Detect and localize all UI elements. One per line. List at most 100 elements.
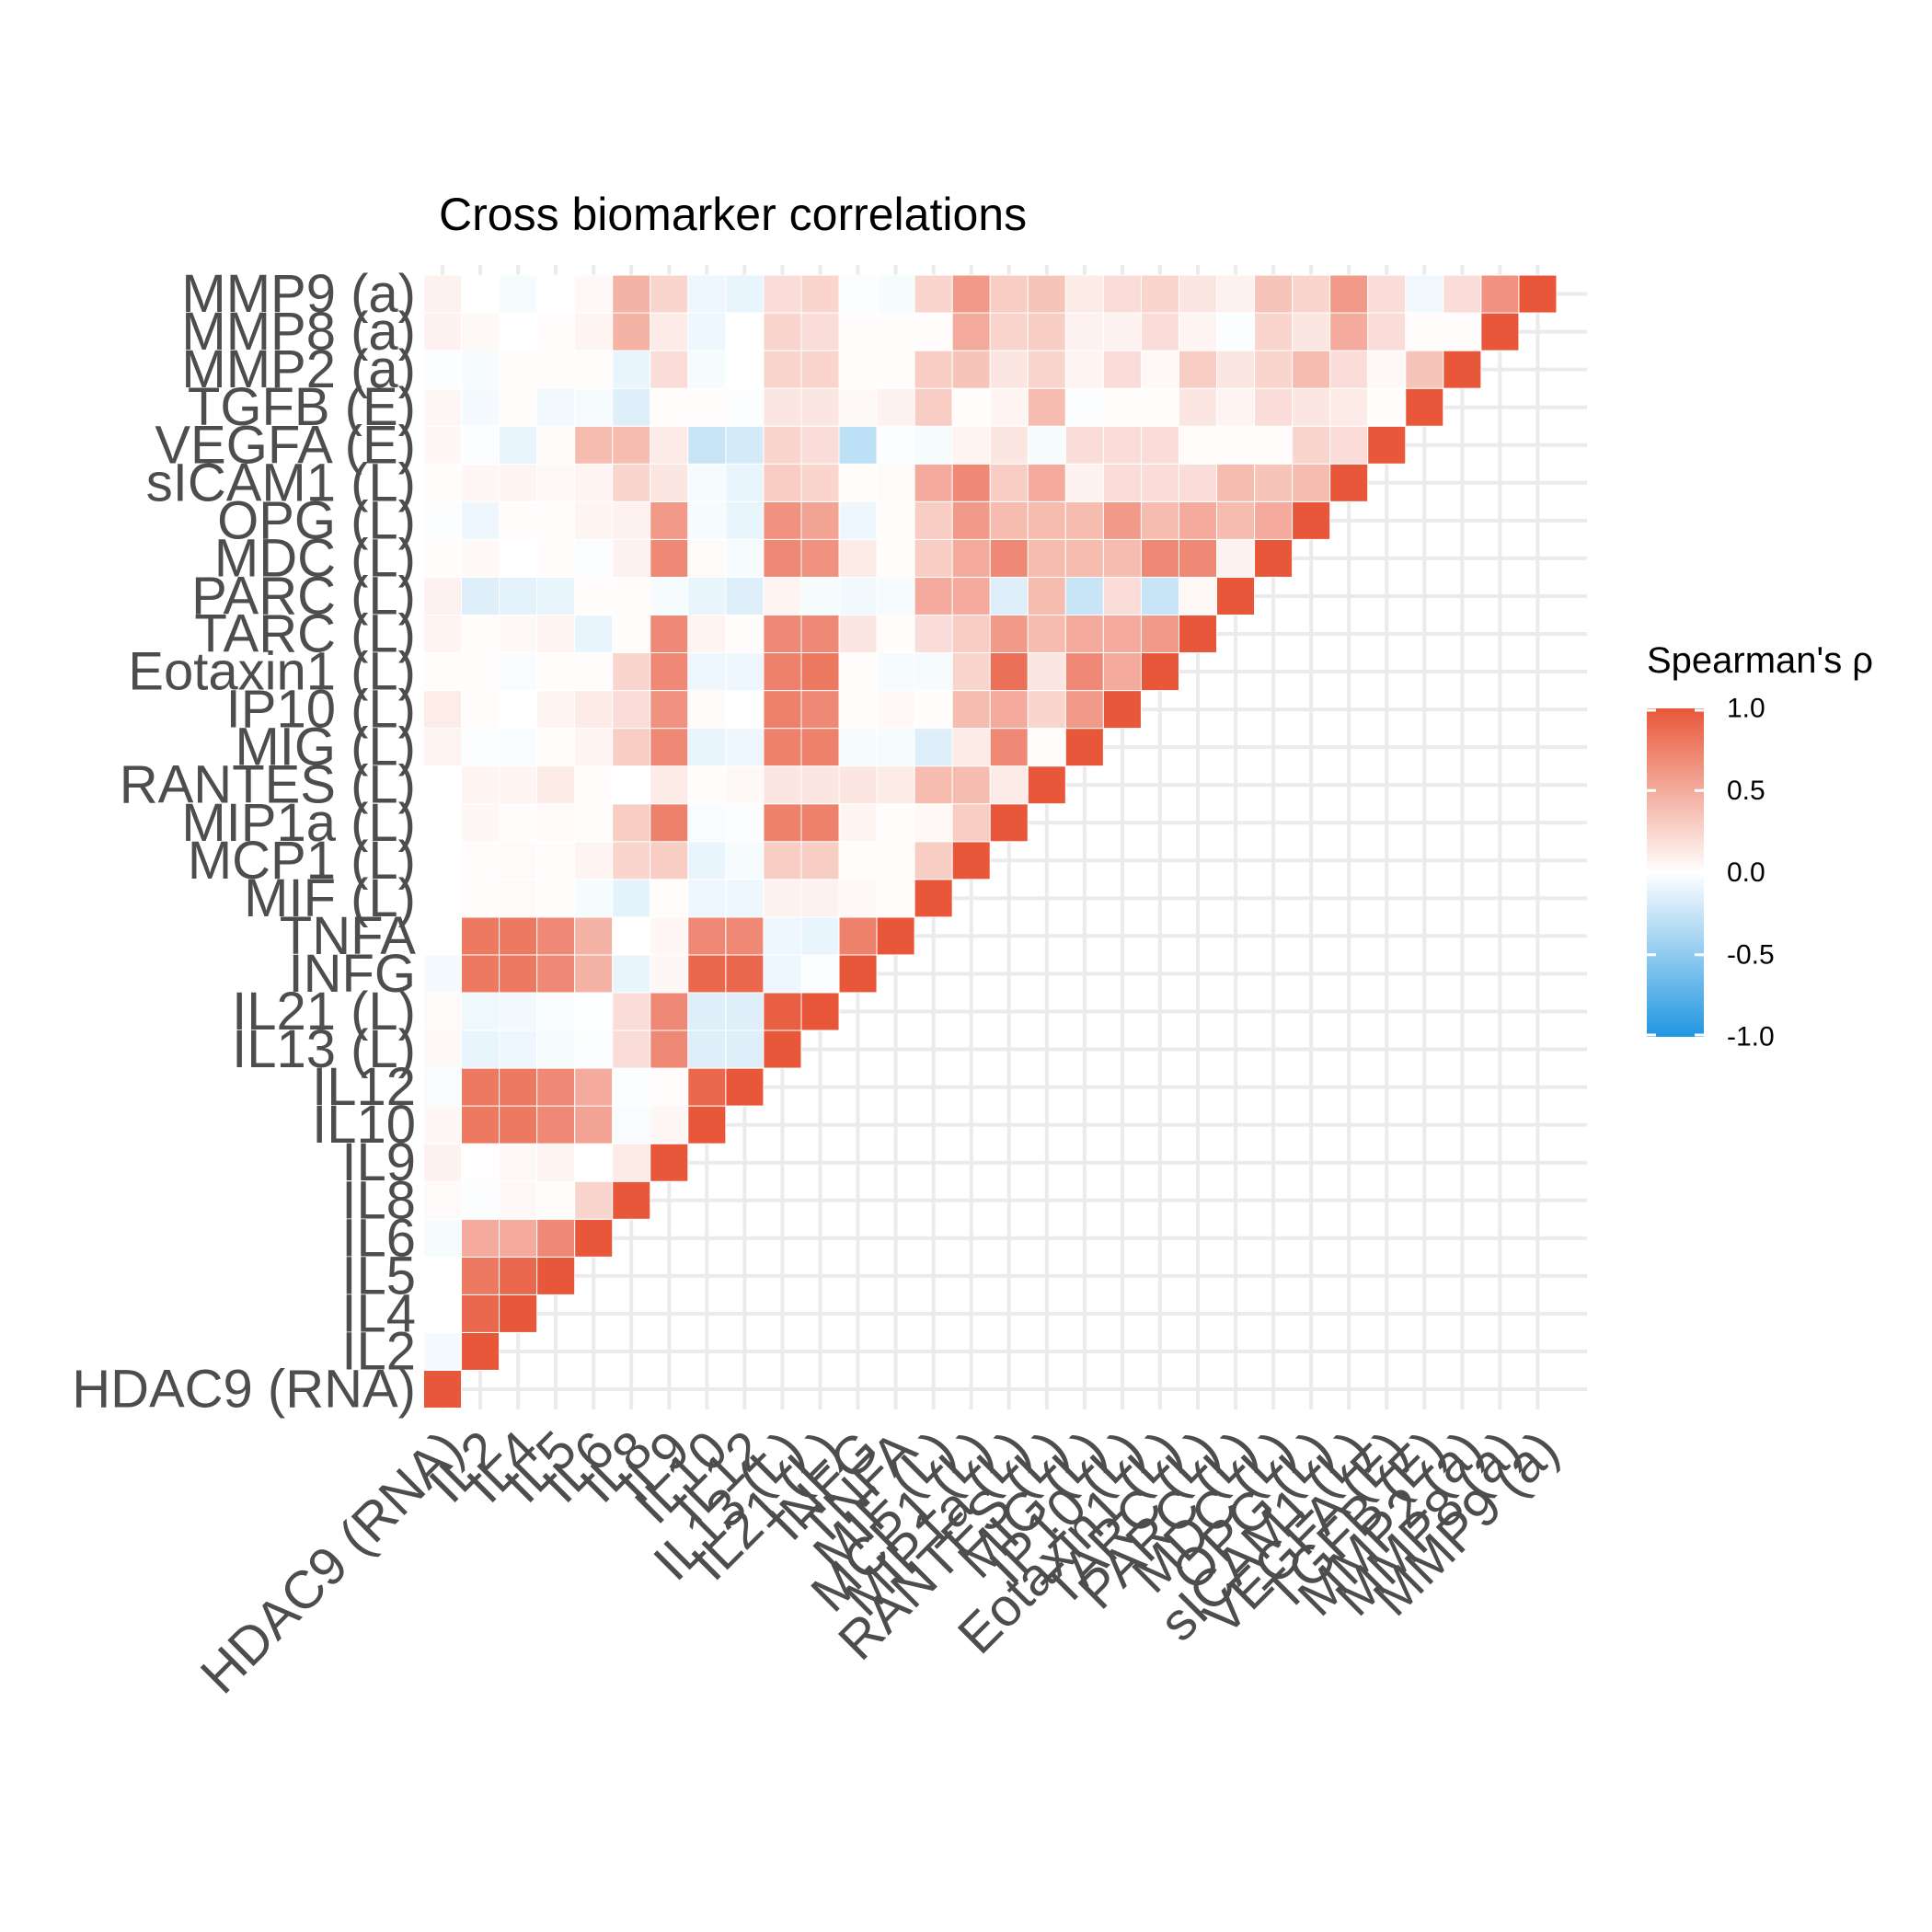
heatmap-cell [1443, 350, 1482, 389]
heatmap-cell [461, 425, 500, 465]
heatmap-cell [422, 841, 463, 880]
heatmap-cell [763, 538, 802, 578]
heatmap-cell [574, 1105, 614, 1144]
y-tick-label: Eotaxin1 (L) [128, 642, 416, 702]
y-tick-label: IL2 [341, 1321, 416, 1381]
y-tick-label: MMP2 (a) [181, 339, 416, 399]
heatmap-cell [951, 274, 991, 314]
heatmap-cell [499, 954, 538, 994]
heatmap-cell [1292, 387, 1331, 427]
heatmap-cell [1027, 614, 1066, 654]
heatmap-cell [725, 463, 765, 502]
heatmap-cell [536, 425, 576, 465]
heatmap-cell [499, 1256, 538, 1295]
heatmap-cell [1140, 538, 1179, 578]
heatmap-cell [499, 765, 538, 805]
heatmap-cell [499, 614, 538, 654]
heatmap-cell [1367, 312, 1407, 351]
heatmap-cell [838, 576, 878, 615]
heatmap-cell [725, 350, 765, 389]
heatmap-cell [951, 463, 991, 502]
heatmap-cell [574, 765, 614, 805]
heatmap-cell [536, 538, 576, 578]
heatmap-cell [763, 463, 802, 502]
heatmap-cell [612, 274, 651, 314]
heatmap-cell [422, 1331, 463, 1371]
heatmap-cell [687, 803, 727, 843]
heatmap-cell [1480, 274, 1520, 314]
heatmap-cell [876, 538, 915, 578]
heatmap-cell [1178, 387, 1218, 427]
heatmap-cell [763, 879, 802, 918]
heatmap-cell [800, 954, 840, 994]
heatmap-cell [725, 992, 765, 1031]
heatmap-cell [989, 538, 1029, 578]
heatmap-cell [612, 614, 651, 654]
heatmap-cell [1216, 500, 1256, 540]
heatmap-cell [499, 463, 538, 502]
heatmap-cell [989, 765, 1029, 805]
heatmap-cell [1102, 350, 1142, 389]
heatmap-cell [763, 954, 802, 994]
heatmap-cell [650, 879, 689, 918]
legend-tick-label: 0.5 [1727, 776, 1765, 806]
heatmap-cell [763, 614, 802, 654]
heatmap-cell [838, 690, 878, 730]
heatmap-cell [612, 1105, 651, 1144]
heatmap-cell [876, 500, 915, 540]
heatmap-cell [989, 350, 1029, 389]
heatmap-cell [1216, 274, 1256, 314]
heatmap-cell [687, 765, 727, 805]
heatmap-cell [838, 500, 878, 540]
heatmap-cell [725, 690, 765, 730]
heatmap-cells [422, 274, 1558, 1409]
heatmap-cell [838, 425, 878, 465]
heatmap-cell [1027, 387, 1066, 427]
heatmap-cell [1292, 500, 1331, 540]
heatmap-cell [574, 728, 614, 767]
heatmap-cell [725, 312, 765, 351]
heatmap-cell [536, 1256, 576, 1295]
heatmap-cell [612, 576, 651, 615]
heatmap-cell [687, 614, 727, 654]
heatmap-cell [461, 992, 500, 1031]
y-tick-label: IL9 [341, 1133, 416, 1192]
heatmap-cell [687, 728, 727, 767]
heatmap-cell [574, 614, 614, 654]
heatmap-cell [574, 841, 614, 880]
legend-colorbar [1647, 708, 1704, 1037]
heatmap-cell [914, 425, 953, 465]
heatmap-cell [914, 765, 953, 805]
heatmap-cell [536, 992, 576, 1031]
heatmap-cell [763, 274, 802, 314]
heatmap-cell [1027, 312, 1066, 351]
heatmap-cell [461, 1029, 500, 1069]
heatmap-cell [1292, 350, 1331, 389]
heatmap-cell [838, 463, 878, 502]
heatmap-cell [612, 1180, 651, 1220]
heatmap-cell [800, 803, 840, 843]
heatmap-cell [574, 387, 614, 427]
heatmap-cell [1140, 312, 1179, 351]
x-axis-tick-labels: HDAC9 (RNA)IL2IL4IL5IL6IL8IL9IL10IL12IL1… [190, 1420, 1570, 1706]
heatmap-cell [838, 728, 878, 767]
heatmap-cell [461, 1143, 500, 1182]
heatmap-cell [574, 879, 614, 918]
heatmap-cell [687, 879, 727, 918]
heatmap-cell [461, 312, 500, 351]
heatmap-cell [763, 652, 802, 692]
heatmap-cell [800, 879, 840, 918]
heatmap-cell [763, 841, 802, 880]
heatmap-cell [536, 841, 576, 880]
heatmap-cell [800, 614, 840, 654]
heatmap-cell [422, 803, 463, 843]
heatmap-cell [838, 652, 878, 692]
heatmap-cell [650, 992, 689, 1031]
heatmap-cell [422, 1256, 463, 1295]
heatmap-cell [612, 425, 651, 465]
heatmap-cell [536, 350, 576, 389]
heatmap-cell [989, 652, 1029, 692]
heatmap-cell [800, 992, 840, 1031]
heatmap-cell [1178, 350, 1218, 389]
heatmap-cell [422, 690, 463, 730]
